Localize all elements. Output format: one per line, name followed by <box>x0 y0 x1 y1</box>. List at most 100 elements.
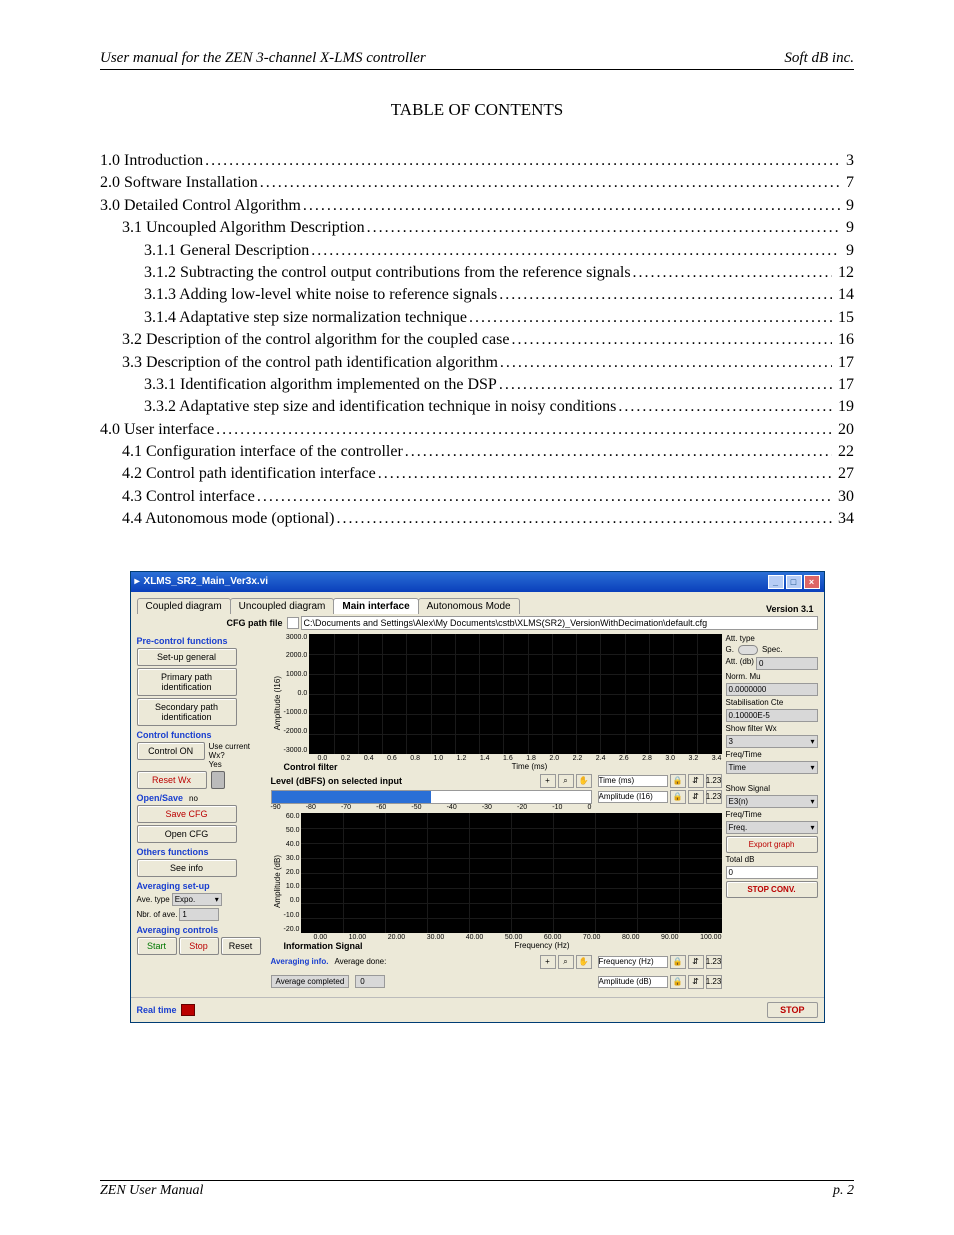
average-done-label: Average done: <box>334 957 386 966</box>
freq-time-1-dropdown[interactable]: Time▾ <box>726 761 818 774</box>
open-save-no: no <box>189 794 198 803</box>
close-button[interactable]: × <box>804 575 820 589</box>
chart-bot-plot <box>301 813 721 933</box>
freq-time-2-dropdown[interactable]: Freq.▾ <box>726 821 818 834</box>
window-title: XLMS_SR2_Main_Ver3x.vi <box>144 576 269 587</box>
toc-entry: 2.0 Software Installation...............… <box>100 172 854 194</box>
axis-lock-icon[interactable]: 🔒 <box>670 774 686 788</box>
tab-main-interface[interactable]: Main interface <box>333 598 418 614</box>
averaging-info-label: Averaging info. <box>271 957 329 966</box>
nbr-ave-field[interactable]: 1 <box>179 908 219 921</box>
header-right: Soft dB inc. <box>784 50 854 67</box>
precontrol-heading: Pre-control functions <box>137 636 267 646</box>
open-cfg-button[interactable]: Open CFG <box>137 825 237 843</box>
ave-type-label: Ave. type <box>137 895 170 904</box>
cfg-path-label: CFG path file <box>227 618 283 628</box>
toc-entry: 3.3 Description of the control path iden… <box>100 352 854 374</box>
control-functions-heading: Control functions <box>137 730 267 740</box>
stab-cte-label: Stabilisation Cte <box>726 698 818 707</box>
reset-wx-button[interactable]: Reset Wx <box>137 771 207 789</box>
avg-start-button[interactable]: Start <box>137 937 177 955</box>
tab-coupled-diagram[interactable]: Coupled diagram <box>137 598 231 614</box>
show-signal-label: Show Signal <box>726 784 818 793</box>
others-functions-heading: Others functions <box>137 847 267 857</box>
folder-icon[interactable] <box>287 617 299 629</box>
freq-axis-input[interactable] <box>598 956 668 968</box>
axis-lock-icon[interactable]: 🔒 <box>670 975 686 989</box>
att-db-label: Att. (db) <box>726 657 754 670</box>
att-type-label: Att. type <box>726 634 818 643</box>
toc-entry: 3.3.1 Identification algorithm implement… <box>100 374 854 396</box>
amp-db-axis-input[interactable] <box>598 976 668 988</box>
toc-entry: 3.1.1 General Description...............… <box>100 240 854 262</box>
tab-uncoupled-diagram[interactable]: Uncoupled diagram <box>230 598 335 614</box>
axis-format-icon[interactable]: 1.23 <box>706 790 722 804</box>
axis-scale-icon[interactable]: ⇵ <box>688 774 704 788</box>
axis-scale-icon[interactable]: ⇵ <box>688 975 704 989</box>
toc-entry: 3.0 Detailed Control Algorithm..........… <box>100 195 854 217</box>
tool-hand-icon[interactable]: ✋ <box>576 955 592 969</box>
primary-path-button[interactable]: Primary path identification <box>137 668 237 696</box>
amplitude-axis-input[interactable] <box>598 791 668 803</box>
sidebar: Pre-control functions Set-up general Pri… <box>137 634 267 991</box>
toc-entry: 4.0 User interface......................… <box>100 419 854 441</box>
average-completed-value: 0 <box>355 975 385 988</box>
att-db-value: 0 <box>756 657 818 670</box>
chart-bot-xlabel: Frequency (Hz) <box>363 941 722 951</box>
axis-scale-icon[interactable]: ⇵ <box>688 955 704 969</box>
app-window: ▸ XLMS_SR2_Main_Ver3x.vi _ □ × Coupled d… <box>130 571 825 1023</box>
chart-bot-ylabel: Amplitude (dB) <box>271 853 284 910</box>
tab-autonomous-mode[interactable]: Autonomous Mode <box>418 598 520 614</box>
axis-lock-icon[interactable]: 🔒 <box>670 955 686 969</box>
att-type-toggle[interactable] <box>738 645 758 655</box>
total-db-value: 0 <box>726 866 818 879</box>
tool-crosshair-icon[interactable]: + <box>540 774 556 788</box>
toc-entry: 1.0 Introduction........................… <box>100 150 854 172</box>
chart-top-xlabel: Time (ms) <box>338 762 722 772</box>
app-footer: Real time STOP <box>131 997 824 1022</box>
stop-button[interactable]: STOP <box>767 1002 817 1018</box>
tool-hand-icon[interactable]: ✋ <box>576 774 592 788</box>
table-of-contents: 1.0 Introduction........................… <box>100 150 854 531</box>
avg-stop-button[interactable]: Stop <box>179 937 219 955</box>
axis-format-icon[interactable]: 1.23 <box>706 955 722 969</box>
show-filter-wx-label: Show filter Wx <box>726 724 818 733</box>
toc-title: TABLE OF CONTENTS <box>100 100 854 120</box>
axis-format-icon[interactable]: 1.23 <box>706 975 722 989</box>
toc-entry: 3.1.3 Adding low-level white noise to re… <box>100 284 854 306</box>
stop-conv-button[interactable]: STOP CONV. <box>726 881 818 898</box>
minimize-button[interactable]: _ <box>768 575 784 589</box>
chart-top-plot <box>309 634 721 754</box>
axis-format-icon[interactable]: 1.23 <box>706 774 722 788</box>
show-signal-dropdown[interactable]: E3(n)▾ <box>726 795 818 808</box>
control-on-button[interactable]: Control ON <box>137 742 205 760</box>
tool-zoom-icon[interactable]: ⌕ <box>558 955 574 969</box>
freq-time-1-label: Freq/Time <box>726 750 818 759</box>
export-graph-button[interactable]: Export graph <box>726 836 818 853</box>
nbr-ave-label: Nbr. of ave. <box>137 910 178 919</box>
secondary-path-button[interactable]: Secondary path identification <box>137 698 237 726</box>
tool-crosshair-icon[interactable]: + <box>540 955 556 969</box>
see-info-button[interactable]: See info <box>137 859 237 877</box>
ave-type-dropdown[interactable]: Expo.▾ <box>172 893 222 906</box>
wx-slider[interactable] <box>211 771 225 789</box>
setup-general-button[interactable]: Set-up general <box>137 648 237 666</box>
norm-mu-value[interactable]: 0.0000000 <box>726 683 818 696</box>
maximize-button[interactable]: □ <box>786 575 802 589</box>
cfg-path-row: CFG path file <box>131 614 824 632</box>
time-axis-input[interactable] <box>598 775 668 787</box>
axis-lock-icon[interactable]: 🔒 <box>670 790 686 804</box>
save-cfg-button[interactable]: Save CFG <box>137 805 237 823</box>
use-current-wx-label: Use current Wx? Yes <box>209 742 267 769</box>
cfg-path-input[interactable] <box>301 616 818 630</box>
show-filter-wx-dropdown[interactable]: 3▾ <box>726 735 818 748</box>
stab-cte-value[interactable]: 0.10000E-5 <box>726 709 818 722</box>
toc-entry: 3.3.2 Adaptative step size and identific… <box>100 396 854 418</box>
toc-entry: 4.2 Control path identification interfac… <box>100 463 854 485</box>
axis-scale-icon[interactable]: ⇵ <box>688 790 704 804</box>
toc-entry: 4.4 Autonomous mode (optional)..........… <box>100 508 854 530</box>
tool-zoom-icon[interactable]: ⌕ <box>558 774 574 788</box>
toc-entry: 4.1 Configuration interface of the contr… <box>100 441 854 463</box>
att-spec-label: Spec. <box>762 645 782 654</box>
avg-reset-button[interactable]: Reset <box>221 937 261 955</box>
